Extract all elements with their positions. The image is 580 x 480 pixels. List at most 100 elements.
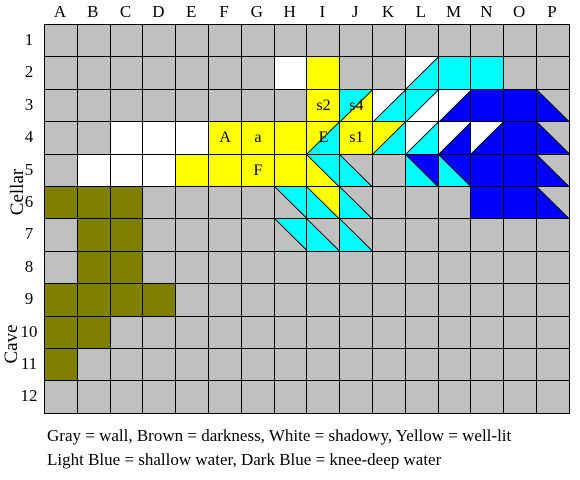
legend-line-2: Light Blue = shallow water, Dark Blue = … (47, 450, 442, 469)
map-cell-d6 (142, 186, 177, 220)
map-cell-j7 (339, 218, 374, 253)
map-cell-j12 (339, 380, 374, 415)
map-cell-n9 (470, 283, 505, 318)
map-cell-m8 (437, 250, 472, 285)
map-cell-o4 (503, 121, 538, 156)
map-cell-h4 (273, 121, 308, 156)
map-cell-c12 (109, 380, 144, 415)
map-cell-k6 (372, 186, 407, 220)
diagonal-split-icon (471, 122, 504, 155)
map-cell-a7 (44, 218, 79, 253)
map-cell-f11 (208, 348, 243, 382)
diagonal-split-icon (537, 187, 570, 219)
column-label-a: A (53, 2, 67, 21)
map-cell-b10 (76, 315, 112, 350)
map-cell-k8 (372, 250, 407, 285)
map-cell-m5 (437, 153, 472, 188)
map-cell-f12 (208, 380, 243, 415)
diagonal-split-icon (307, 187, 340, 219)
map-cell-h10 (273, 315, 308, 350)
map-cell-c7 (109, 218, 144, 253)
map-cell-i11 (306, 348, 341, 382)
map-cell-h11 (273, 348, 308, 382)
map-cell-o12 (503, 380, 538, 415)
map-cell-d1 (142, 24, 177, 58)
diagonal-split-icon (274, 187, 307, 219)
map-cell-d9 (142, 283, 177, 318)
map-cell-g8 (240, 250, 276, 285)
map-cell-g1 (240, 24, 276, 58)
map-cell-o5 (503, 153, 538, 188)
map-cell-h7 (273, 218, 308, 253)
map-cell-e5 (175, 153, 210, 188)
map-cell-a5 (44, 153, 79, 188)
diagonal-split-icon (307, 154, 340, 187)
map-cell-j11 (339, 348, 374, 382)
map-cell-c10 (109, 315, 144, 350)
map-cell-o1 (503, 24, 538, 58)
map-cell-a8 (44, 250, 79, 285)
cell-marker: A (219, 129, 231, 147)
map-cell-c5 (109, 153, 144, 188)
map-cell-p10 (536, 315, 571, 350)
map-cell-l12 (404, 380, 440, 415)
map-cell-o7 (503, 218, 538, 253)
diagonal-split-icon (537, 89, 570, 122)
map-cell-f2 (208, 56, 243, 91)
map-cell-k4 (372, 121, 407, 156)
diagonal-split-icon (405, 122, 439, 155)
map-cell-c2 (109, 56, 144, 91)
map-cell-a4 (44, 121, 79, 156)
map-cell-n10 (470, 315, 505, 350)
map-cell-n1 (470, 24, 505, 58)
map-cell-p9 (536, 283, 571, 318)
map-cell-k12 (372, 380, 407, 415)
map-cell-e3 (175, 88, 210, 123)
map-cell-e1 (175, 24, 210, 58)
diagonal-split-icon (373, 122, 406, 155)
map-cell-p11 (536, 348, 571, 382)
map-cell-g9 (240, 283, 276, 318)
map-cell-f8 (208, 250, 243, 285)
map-cell-i3: s2 (306, 88, 341, 123)
map-cell-j5 (339, 153, 374, 188)
map-cell-j10 (339, 315, 374, 350)
map-cell-c4 (109, 121, 144, 156)
map-cell-k10 (372, 315, 407, 350)
map-cell-a6 (44, 186, 79, 220)
map-cell-j8 (339, 250, 374, 285)
map-cell-p8 (536, 250, 571, 285)
map-cell-e10 (175, 315, 210, 350)
map-cell-c1 (109, 24, 144, 58)
map-cell-e6 (175, 186, 210, 220)
diagonal-split-icon (340, 89, 373, 122)
diagonal-split-icon (307, 122, 340, 155)
map-cell-n4 (470, 121, 505, 156)
map-cell-o6 (503, 186, 538, 220)
map-cell-f3 (208, 88, 243, 123)
map-cell-i2 (306, 56, 341, 91)
map-cell-n7 (470, 218, 505, 253)
map-cell-m2 (437, 56, 472, 91)
column-label-b: B (87, 2, 99, 21)
map-cell-p2 (536, 56, 571, 91)
cell-marker: s1 (349, 129, 364, 147)
map-cell-g7 (240, 218, 276, 253)
map-cell-m9 (437, 283, 472, 318)
map-cell-k2 (372, 56, 407, 91)
map-cell-h3 (273, 88, 308, 123)
map-cell-a11 (44, 348, 79, 382)
map-cell-b6 (76, 186, 112, 220)
map-cell-a2 (44, 56, 79, 91)
map-cell-l7 (404, 218, 440, 253)
diagonal-split-icon (373, 89, 406, 122)
column-label-l: L (415, 2, 426, 21)
column-label-k: K (381, 2, 395, 21)
column-label-m: M (446, 2, 462, 21)
map-cell-p1 (536, 24, 571, 58)
column-label-n: N (480, 2, 493, 21)
diagonal-split-icon (340, 219, 373, 252)
map-cell-l1 (404, 24, 440, 58)
map-cell-l10 (404, 315, 440, 350)
